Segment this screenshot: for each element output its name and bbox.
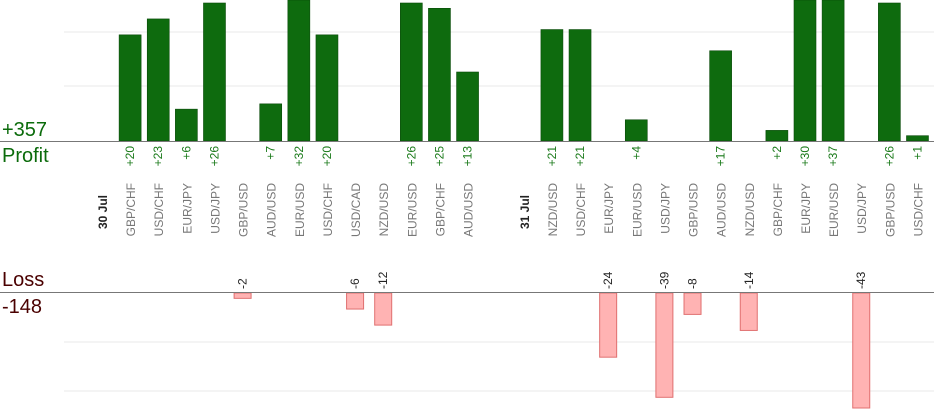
pair-label: EUR/JPY (180, 183, 194, 234)
profit-bar (906, 135, 929, 142)
pair-label: USD/CHF (911, 183, 925, 236)
profit-value-label: +7 (264, 146, 278, 160)
pair-label: GBP/CHF (771, 183, 785, 236)
pair-label: GBP/CHF (124, 183, 138, 236)
pair-label: GBP/USD (883, 183, 897, 237)
profit-value-label: +6 (179, 146, 193, 160)
profit-bar (624, 119, 648, 142)
loss-value-label: -14 (742, 271, 756, 289)
profit-bars (118, 0, 929, 142)
pair-label: GBP/USD (237, 183, 251, 237)
profit-bar (793, 0, 817, 142)
profit-total: +357 (2, 119, 48, 141)
loss-bar (599, 292, 618, 358)
pair-label: NZD/USD (743, 183, 757, 237)
profit-bar (315, 34, 339, 142)
profit-value-label: +23 (151, 146, 165, 167)
profit-value-label: +21 (573, 146, 587, 167)
pair-label: NZD/USD (377, 183, 391, 237)
profit-value-label: +26 (404, 146, 418, 167)
loss-bar (374, 292, 393, 326)
loss-value-label: -43 (854, 271, 868, 289)
loss-gridlines (64, 341, 934, 392)
profit-bar (428, 8, 451, 142)
profit-title: Profit (2, 145, 49, 167)
loss-bar (655, 292, 674, 398)
profit-bar (259, 103, 283, 142)
profit-value-label: +4 (629, 146, 643, 160)
profit-bar (709, 50, 732, 142)
profit-value-label: +2 (770, 146, 784, 160)
date-label: 30 Jul (96, 195, 110, 229)
loss-bar (852, 292, 871, 409)
pair-label: GBP/CHF (433, 183, 447, 236)
profit-value-label: +26 (207, 146, 221, 167)
pair-label: AUD/USD (462, 183, 476, 237)
profit-value-label: +17 (714, 146, 728, 167)
profit-bar (821, 0, 845, 142)
loss-bar (739, 292, 758, 331)
loss-bar (233, 292, 252, 299)
profit-value-label: +20 (123, 146, 137, 167)
pair-label: USD/CHF (321, 183, 335, 236)
loss-value-label: -24 (601, 271, 615, 289)
loss-value-label: -12 (376, 271, 390, 289)
profit-bar (765, 130, 789, 142)
profit-bar (878, 2, 901, 142)
loss-total: -148 (2, 296, 43, 318)
pair-label: USD/JPY (855, 183, 869, 234)
pair-label: USD/JPY (658, 183, 672, 234)
profit-value-label: +32 (292, 146, 306, 167)
profit-value-label: +21 (545, 146, 559, 167)
loss-value-label: -2 (236, 278, 250, 289)
loss-title: Loss (2, 269, 45, 291)
profit-value-label: +13 (461, 146, 475, 167)
loss-bar (683, 292, 702, 315)
profit-bar (175, 108, 198, 142)
pair-label: GBP/USD (687, 183, 701, 237)
loss-bar (346, 292, 365, 310)
profit-bar (456, 71, 479, 142)
pair-label: EUR/USD (293, 183, 307, 237)
date-label: 31 Jul (518, 195, 532, 229)
pair-label: EUR/USD (630, 183, 644, 237)
pair-labels: GBP/CHF USD/CHF EUR/JPY USD/JPY GBP/USD AUD/U… (124, 183, 925, 237)
pair-label: USD/JPY (208, 183, 222, 234)
pair-label: EUR/USD (405, 183, 419, 237)
value-labels: +20 +23 +6 +26 -2 +7 +32 +20 -6 -12 +26 +25 +13 +21 +2… (123, 146, 924, 289)
loss-value-label: -8 (686, 278, 700, 289)
profit-bar (118, 34, 142, 142)
pair-label: USD/CAD (349, 183, 363, 237)
pair-label: NZD/USD (546, 183, 560, 237)
pair-label: USD/CHF (152, 183, 166, 236)
profit-value-label: +37 (826, 146, 840, 167)
profit-value-label: +26 (882, 146, 896, 167)
profit-value-label: +25 (432, 146, 446, 167)
pair-label: AUD/USD (265, 183, 279, 237)
profit-bar (146, 18, 170, 142)
date-labels: 30 Jul 31 Jul (96, 195, 532, 229)
profit-bar (540, 29, 564, 142)
profit-bar (287, 0, 311, 142)
profit-bar (400, 2, 423, 142)
loss-value-label: -39 (657, 271, 671, 289)
profit-bar (568, 29, 592, 142)
loss-bars (233, 292, 871, 409)
pair-label: USD/CHF (574, 183, 588, 236)
loss-value-label: -6 (348, 278, 362, 289)
profit-value-label: +1 (910, 146, 924, 160)
pair-label: AUD/USD (715, 183, 729, 237)
profit-value-label: +30 (798, 146, 812, 167)
profit-value-label: +20 (320, 146, 334, 167)
pair-label: EUR/JPY (602, 183, 616, 234)
profit-bar (203, 2, 226, 142)
pair-label: EUR/USD (827, 183, 841, 237)
pair-label: EUR/JPY (799, 183, 813, 234)
